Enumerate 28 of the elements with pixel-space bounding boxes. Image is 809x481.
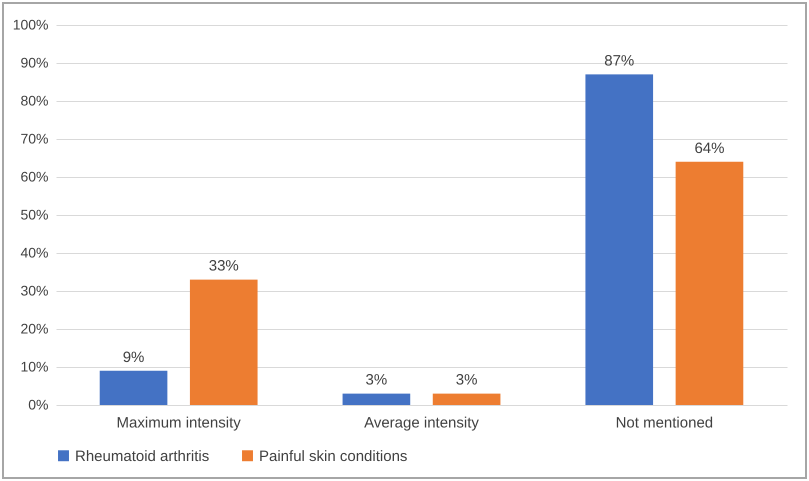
x-tick-label: Not mentioned	[616, 414, 714, 432]
bar	[432, 394, 500, 405]
y-tick-label: 80%	[20, 92, 48, 108]
legend-label: Painful skin conditions	[259, 448, 408, 465]
y-tick-label: 60%	[20, 168, 48, 184]
y-tick-label: 50%	[20, 206, 48, 222]
legend-label: Rheumatoid arthritis	[75, 448, 210, 465]
x-tick-label: Maximum intensity	[116, 414, 242, 432]
y-tick-label: 40%	[20, 244, 48, 260]
data-label: 3%	[366, 372, 388, 389]
bar	[190, 280, 258, 405]
y-tick-label: 70%	[20, 130, 48, 146]
data-label: 33%	[208, 258, 239, 275]
bar	[342, 394, 410, 405]
y-tick-label: 0%	[28, 396, 48, 412]
bar	[585, 74, 654, 405]
y-tick-label: 20%	[20, 320, 48, 336]
data-label: 87%	[604, 52, 634, 70]
y-tick-label: 30%	[20, 282, 48, 298]
y-tick-label: 90%	[20, 54, 48, 70]
data-label: 9%	[122, 348, 144, 366]
y-tick-label: 10%	[20, 358, 48, 374]
data-label: 3%	[456, 372, 478, 389]
y-tick-label: 100%	[12, 16, 48, 32]
bar	[676, 162, 744, 405]
x-tick-label: Average intensity	[364, 414, 480, 432]
bar	[100, 370, 168, 405]
data-label: 64%	[694, 140, 724, 157]
